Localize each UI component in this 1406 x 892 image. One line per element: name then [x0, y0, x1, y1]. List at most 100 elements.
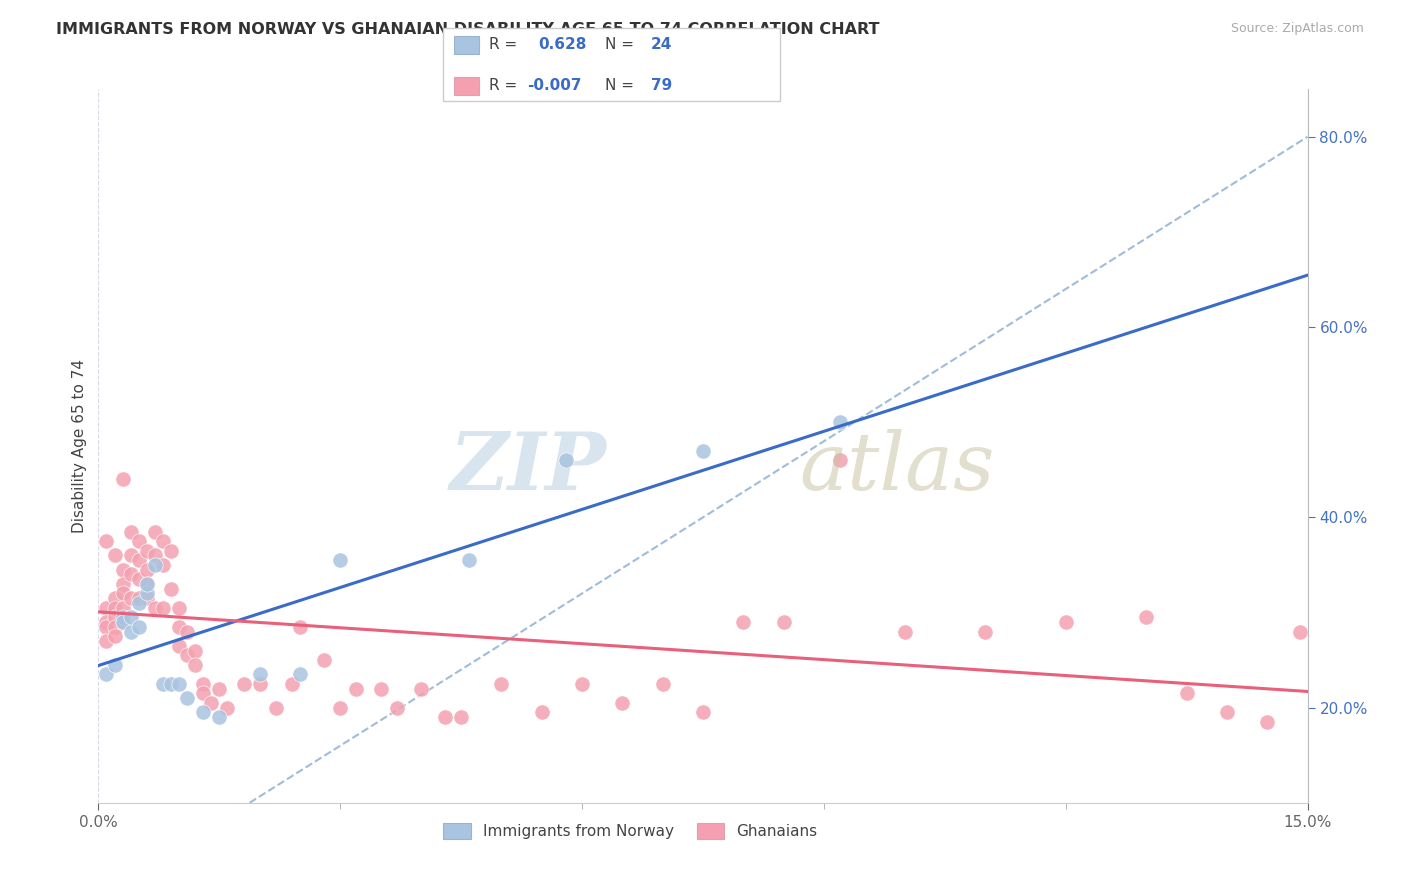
Point — [176, 691, 198, 706]
Point — [128, 572, 150, 586]
Point — [120, 567, 142, 582]
Point — [111, 610, 134, 624]
Point — [103, 549, 125, 563]
Point — [1216, 706, 1239, 720]
Point — [103, 629, 125, 643]
Point — [96, 667, 118, 681]
Text: N =: N = — [605, 37, 634, 52]
Point — [232, 677, 254, 691]
Point — [167, 677, 190, 691]
Point — [893, 624, 915, 639]
Point — [152, 534, 174, 549]
Point — [288, 667, 311, 681]
Point — [1135, 610, 1157, 624]
Point — [571, 677, 593, 691]
Point — [281, 677, 304, 691]
Point — [143, 549, 166, 563]
Point — [692, 443, 714, 458]
Point — [329, 700, 352, 714]
Point — [120, 591, 142, 606]
Point — [111, 600, 134, 615]
Point — [96, 600, 118, 615]
Point — [370, 681, 392, 696]
Point — [103, 610, 125, 624]
Point — [111, 615, 134, 629]
Point — [828, 453, 851, 467]
Point — [208, 710, 231, 724]
Point — [1256, 714, 1278, 729]
Point — [160, 677, 183, 691]
Y-axis label: Disability Age 65 to 74: Disability Age 65 to 74 — [72, 359, 87, 533]
Point — [103, 620, 125, 634]
Point — [111, 586, 134, 600]
Text: R =: R = — [489, 78, 517, 93]
Point — [193, 706, 215, 720]
Point — [120, 610, 142, 624]
Point — [103, 657, 125, 672]
Point — [1288, 624, 1310, 639]
Point — [96, 634, 118, 648]
Point — [692, 706, 714, 720]
Point — [135, 586, 157, 600]
Point — [128, 620, 150, 634]
Point — [344, 681, 367, 696]
Point — [555, 453, 578, 467]
Point — [974, 624, 997, 639]
Point — [128, 534, 150, 549]
Point — [184, 657, 207, 672]
Point — [434, 710, 457, 724]
Point — [828, 415, 851, 429]
Point — [135, 591, 157, 606]
Point — [96, 615, 118, 629]
Point — [458, 553, 481, 567]
Point — [200, 696, 222, 710]
Point — [184, 643, 207, 657]
Point — [103, 591, 125, 606]
Text: IMMIGRANTS FROM NORWAY VS GHANAIAN DISABILITY AGE 65 TO 74 CORRELATION CHART: IMMIGRANTS FROM NORWAY VS GHANAIAN DISAB… — [56, 22, 880, 37]
Point — [143, 524, 166, 539]
Text: N =: N = — [605, 78, 634, 93]
Point — [152, 600, 174, 615]
Text: -0.007: -0.007 — [527, 78, 582, 93]
Point — [128, 553, 150, 567]
Point — [208, 681, 231, 696]
Point — [96, 620, 118, 634]
Point — [249, 667, 271, 681]
Point — [128, 591, 150, 606]
Point — [409, 681, 432, 696]
Point — [193, 686, 215, 700]
Point — [1175, 686, 1198, 700]
Point — [450, 710, 472, 724]
Point — [143, 600, 166, 615]
Point — [249, 677, 271, 691]
Point — [1054, 615, 1077, 629]
Point — [288, 620, 311, 634]
Point — [772, 615, 794, 629]
Point — [176, 648, 198, 663]
Point — [120, 549, 142, 563]
Point — [651, 677, 673, 691]
Point — [530, 706, 553, 720]
Text: 24: 24 — [651, 37, 672, 52]
Point — [103, 600, 125, 615]
Text: Source: ZipAtlas.com: Source: ZipAtlas.com — [1230, 22, 1364, 36]
Point — [120, 624, 142, 639]
Point — [120, 524, 142, 539]
Legend: Immigrants from Norway, Ghanaians: Immigrants from Norway, Ghanaians — [437, 817, 824, 845]
Point — [152, 558, 174, 572]
Point — [217, 700, 239, 714]
Point — [160, 543, 183, 558]
Text: 0.628: 0.628 — [538, 37, 586, 52]
Point — [176, 624, 198, 639]
Point — [491, 677, 513, 691]
Point — [96, 534, 118, 549]
Point — [385, 700, 408, 714]
Point — [111, 563, 134, 577]
Text: R =: R = — [489, 37, 517, 52]
Point — [167, 600, 190, 615]
Point — [733, 615, 755, 629]
Point — [135, 577, 157, 591]
Point — [135, 563, 157, 577]
Point — [152, 677, 174, 691]
Point — [612, 696, 634, 710]
